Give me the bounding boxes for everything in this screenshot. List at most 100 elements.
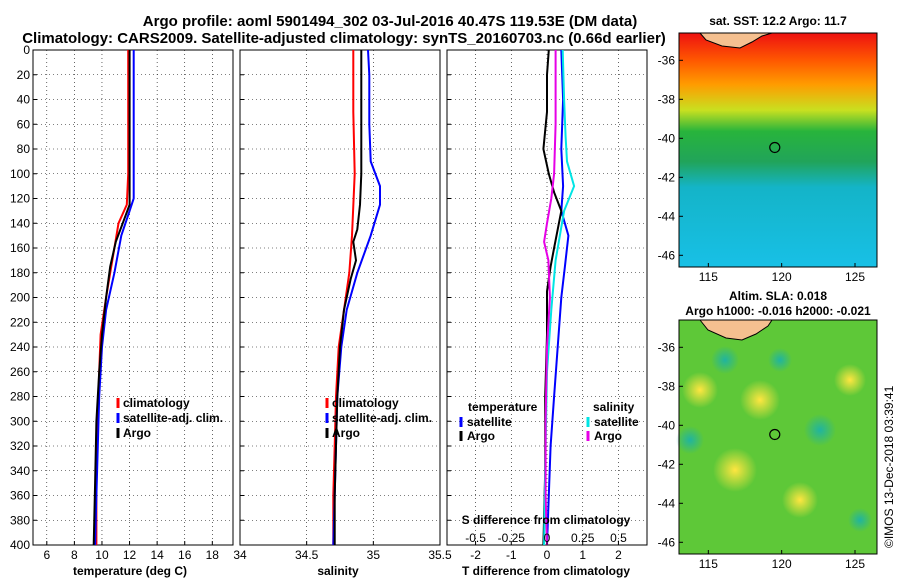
map-y-label: -36 [658,53,676,67]
x-tick-label: 0 [544,548,551,562]
sla-frame [678,319,878,555]
salinity-xlabel: salinity [317,564,359,578]
map-x-label: 125 [845,557,865,571]
sst-frame [678,32,878,268]
legend-label: Argo [123,426,151,440]
s-tick-label: 0.25 [571,531,595,545]
sla-anomaly-patch [834,364,866,396]
y-tick-label: 120 [10,192,30,206]
sla-anomaly-patch [740,380,780,420]
y-tick-label: 40 [17,93,31,107]
s-tick-label: 0.5 [610,531,627,545]
y-tick-label: 300 [10,414,30,428]
difference-series [542,49,576,546]
t-difference-xlabel: T difference from climatology [462,564,630,578]
argo-location-marker [769,428,781,441]
salinity-series [332,49,381,546]
diff-line-salinity_argo [543,50,557,546]
sla-title-1: Altim. SLA: 0.018 [729,289,827,303]
y-tick-label: 320 [10,439,30,453]
y-tick-label: 220 [10,315,30,329]
sla-coastline [698,319,773,341]
title-line-2: Climatology: CARS2009. Satellite-adjuste… [22,30,666,47]
y-tick-label: 380 [10,513,30,527]
map-y-label: -46 [658,248,676,262]
sla-anomaly-patch [713,448,757,492]
diff-line-satellite [546,49,570,546]
y-tick-label: 340 [10,464,30,478]
title-line-1: Argo profile: aoml 5901494_302 03-Jul-20… [143,13,637,30]
x-tick-label: 35.5 [428,548,452,562]
x-tick-label: 34 [233,548,247,562]
legend-label: satellite [467,415,512,429]
map-x-label: 120 [772,270,792,284]
map-y-label: -38 [658,92,676,106]
difference-ticks: -2 -1 0 1 2 -0.5 -0.25 0 0.25 0.5 [447,49,627,562]
y-tick-label: 260 [10,365,30,379]
y-tick-label: 160 [10,241,30,255]
x-tick-label: -2 [470,548,481,562]
series-line-argo [92,50,131,546]
x-tick-label: 8 [71,548,78,562]
temperature-panel: 0 20 40 60 80 100 120 140 160 180 200 220 240 260 280 3… [10,43,234,578]
map-y-label: -36 [658,340,676,354]
sla-anomaly-patch [768,348,792,372]
legend-label: Argo [467,429,495,443]
x-tick-label: 18 [206,548,220,562]
y-tick-label: 180 [10,266,30,280]
sla-blobs [676,346,872,532]
legend-label: Argo [594,429,622,443]
y-tick-label: 280 [10,390,30,404]
x-tick-label: 14 [150,548,164,562]
map-y-label: -44 [658,496,676,510]
legend-salinity-title: salinity [593,400,635,414]
x-tick-label: 10 [95,548,109,562]
credit-text: ©IMOS 13-Dec-2018 03:39:41 [882,385,896,548]
map-y-label: -46 [658,535,676,549]
difference-panel: -2 -1 0 1 2-0.5 -0.25 0 0.25 0.5 temperaturesate… [446,49,648,578]
legend-label: Argo [332,426,360,440]
sst-map: 115 120 125 -36 -38 -40 -42 -44 -46 sat. SST: 12… [658,14,878,284]
temperature-series [92,50,135,546]
map-y-label: -42 [658,170,676,184]
legend-temperature-title: temperature [468,400,538,414]
legend-label: satellite [594,415,639,429]
map-x-label: 115 [699,557,718,571]
y-tick-label: 80 [17,142,31,156]
y-tick-label: 200 [10,291,30,305]
map-y-label: -38 [658,379,676,393]
s-tick-label: 0 [544,531,551,545]
sst-title: sat. SST: 12.2 Argo: 11.7 [709,14,847,28]
difference-legend: temperaturesatelliteArgosalinitysatellit… [459,400,639,443]
sla-map: 115 120 125 -36 -38 -40 -42 -44 -46 Altim. SLA: … [658,289,878,571]
x-tick-label: -1 [506,548,517,562]
x-tick-label: 35 [367,548,381,562]
temperature-xlabel: temperature (deg C) [73,564,187,578]
sla-anomaly-patch [782,482,818,518]
sla-overlay: 115 120 125 -36 -38 -40 -42 -44 -46 [658,340,866,571]
y-tick-label: 240 [10,340,30,354]
legend-label: climatology [332,396,399,410]
salinity-ticks: 34 34.5 35 35.5 [233,49,452,562]
temperature-ticks: 0 20 40 60 80 100 120 140 160 180 200 220 240 260 280 3… [10,43,219,562]
sla-anomaly-patch [711,346,739,374]
y-tick-label: 360 [10,489,30,503]
y-tick-label: 60 [17,117,31,131]
legend-label: satellite-adj. clim. [332,411,432,425]
legend-label: satellite-adj. clim. [123,411,223,425]
y-tick-label: 20 [17,68,31,82]
x-tick-label: 16 [178,548,192,562]
sla-anomaly-patch [804,414,836,446]
s-difference-xlabel: S difference from climatology [462,513,631,527]
y-tick-label: 100 [10,167,30,181]
s-tick-label: -0.5 [465,531,486,545]
map-y-label: -42 [658,457,676,471]
sst-field [679,33,877,267]
y-tick-label: 140 [10,216,30,230]
y-tick-label: 400 [10,538,30,552]
map-x-label: 120 [772,557,792,571]
